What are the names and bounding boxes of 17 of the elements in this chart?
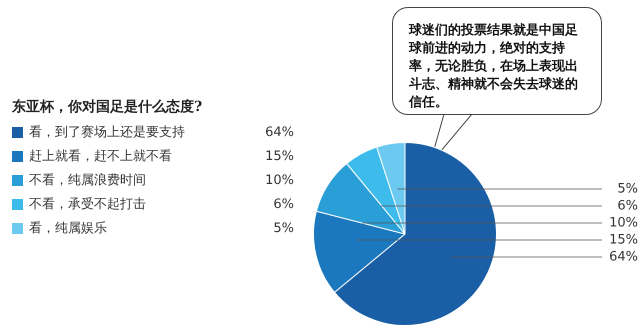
data-label: 6% (617, 198, 638, 214)
legend-label: 不看，承受不起打击 (29, 196, 147, 213)
data-label: 10% (264, 172, 294, 188)
text: 5% (273, 220, 294, 236)
data-label: 5% (617, 181, 638, 196)
text: 球迷们的投票结果就是中国足球前进的动力，绝对的支持率，无论胜负，在场上表现出斗志、精神就不会失去球迷的信任。 (392, 7, 602, 115)
data-label: 15% (609, 232, 638, 248)
data-label: 64% (609, 249, 638, 264)
text: 6% (273, 196, 294, 212)
legend-label: 看，纯属娱乐 (29, 220, 108, 237)
legend-label: 看，到了赛场上还是要支持 (29, 124, 186, 141)
text: 10% (609, 215, 638, 230)
text: 64% (265, 124, 294, 140)
legend-label: 不看，纯属浪费时间 (29, 172, 147, 189)
legend-label: 赶上就看，赶不上就不看 (29, 148, 173, 165)
text: 15% (265, 148, 294, 164)
chart-title: 东亚杯，你对国足是什么态度? (12, 98, 202, 116)
